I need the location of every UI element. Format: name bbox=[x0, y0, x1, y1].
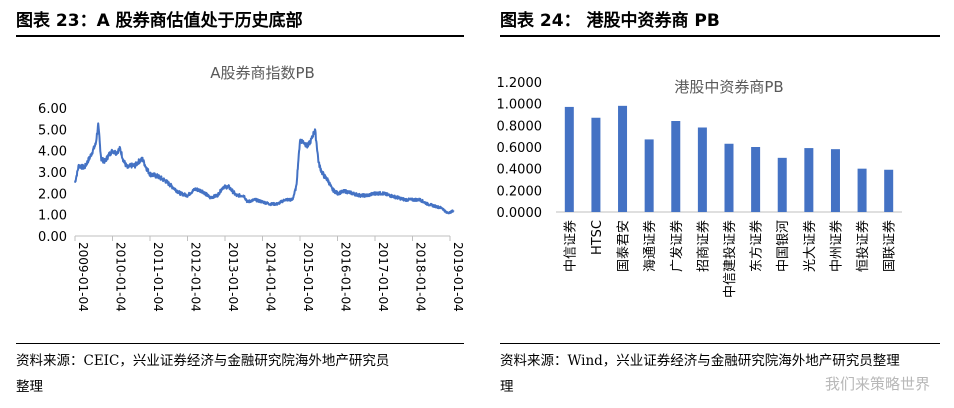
right-source-rule bbox=[500, 343, 940, 344]
left-figure-title: 图表 23：A 股券商估值处于历史底部 bbox=[16, 11, 303, 31]
line-x-tick-label: 2011-01-04 bbox=[151, 242, 165, 312]
bar-category-label: 东方证券 bbox=[749, 220, 765, 272]
watermark-text: 我们来策略世界 bbox=[824, 375, 930, 393]
bar-y-tick-label: 0.8000 bbox=[497, 119, 543, 134]
left-source-line1: 资料来源：CEIC，兴业证券经济与金融研究院海外地产研究员 bbox=[16, 353, 390, 369]
line-x-tick-label: 2013-01-04 bbox=[226, 242, 240, 312]
line-x-tick-label: 2017-01-04 bbox=[376, 242, 390, 312]
bar-3 bbox=[644, 139, 654, 212]
line-x-tick-label: 2010-01-04 bbox=[114, 242, 128, 312]
bar-chart: 港股中资券商PB 0.0000 0.2000 0.4000 0.6000 0.8000 1.… bbox=[497, 76, 902, 298]
line-y-tick-label: 4.00 bbox=[38, 145, 67, 160]
line-series-pb bbox=[74, 122, 455, 215]
line-x-tick-label: 2018-01-04 bbox=[414, 242, 428, 312]
bar-category-label: 中国银河 bbox=[776, 220, 791, 272]
line-chart: A股券商指数PB 0.00 1.00 2.00 3.00 4.00 5.00 6.00 2009… bbox=[38, 64, 465, 312]
bar-category-label: 中州证券 bbox=[828, 220, 844, 272]
bar-5 bbox=[697, 127, 707, 212]
bar-1 bbox=[591, 117, 601, 212]
bar-2 bbox=[618, 105, 628, 212]
right-source-line2: 理 bbox=[500, 379, 514, 395]
line-y-tick-label: 1.00 bbox=[38, 209, 67, 224]
line-x-tick-label: 2012-01-04 bbox=[189, 242, 203, 312]
bar-y-tick-label: 0.0000 bbox=[497, 206, 543, 221]
line-y-tick-label: 6.00 bbox=[38, 102, 67, 117]
bar-y-tick-label: 0.4000 bbox=[497, 163, 543, 178]
bar-category-label: 国联证券 bbox=[882, 220, 898, 272]
bar-category-label: HTSC bbox=[590, 220, 605, 255]
bar-7 bbox=[751, 147, 761, 212]
bar-y-tick-label: 1.2000 bbox=[497, 76, 543, 91]
bar-9 bbox=[804, 148, 814, 212]
line-y-tick-label: 2.00 bbox=[38, 187, 67, 202]
left-source-rule bbox=[16, 343, 464, 344]
bar-chart-title: 港股中资券商PB bbox=[674, 78, 783, 96]
bar-11 bbox=[857, 168, 867, 212]
line-y-tick-label: 3.00 bbox=[38, 166, 67, 181]
bar-category-label: 光大证券 bbox=[802, 220, 818, 272]
line-chart-title: A股券商指数PB bbox=[210, 64, 315, 82]
bar-category-label: 招商证券 bbox=[695, 220, 711, 272]
line-x-tick-label: 2015-01-04 bbox=[301, 242, 315, 312]
bar-category-label: 国泰君安 bbox=[617, 220, 632, 272]
left-figure-panel: 图表 23：A 股券商估值处于历史底部 A股券商指数PB 0.00 1.00 2.00… bbox=[0, 0, 470, 408]
line-y-tick-label: 0.00 bbox=[38, 230, 67, 245]
bar-6 bbox=[724, 143, 734, 212]
line-y-tick-label: 5.00 bbox=[38, 123, 67, 138]
bar-category-label: 恒投证券 bbox=[855, 220, 871, 272]
left-title-rule bbox=[16, 35, 464, 37]
bar-category-label: 海通证券 bbox=[642, 220, 658, 272]
bar-y-tick-label: 0.6000 bbox=[497, 141, 543, 156]
right-figure-title: 图表 24： 港股中资券商 PB bbox=[500, 11, 720, 31]
left-source-line2: 整理 bbox=[16, 379, 43, 395]
right-source-line1: 资料来源：Wind，兴业证券经济与金融研究院海外地产研究员整理 bbox=[500, 353, 900, 369]
bar-y-tick-label: 0.2000 bbox=[497, 184, 543, 199]
bar-4 bbox=[671, 121, 681, 212]
line-x-tick-label: 2009-01-04 bbox=[76, 242, 90, 312]
bar-0 bbox=[564, 106, 574, 212]
line-x-tick-label: 2016-01-04 bbox=[339, 242, 353, 312]
bar-category-label: 广发证券 bbox=[669, 220, 685, 272]
line-x-tick-label: 2019-01-04 bbox=[451, 242, 465, 312]
right-figure-panel: 图表 24： 港股中资券商 PB 港股中资券商PB 0.0000 0.2000 0.4… bbox=[484, 0, 954, 408]
bar-category-label: 中信证券 bbox=[562, 220, 578, 272]
bar-10 bbox=[830, 149, 840, 212]
right-title-rule bbox=[500, 35, 940, 37]
bar-12 bbox=[884, 169, 894, 212]
bar-8 bbox=[777, 157, 787, 212]
bar-y-tick-label: 1.0000 bbox=[497, 98, 543, 113]
bar-category-label: 中信建投证券 bbox=[722, 220, 738, 298]
line-x-tick-label: 2014-01-04 bbox=[264, 242, 278, 312]
